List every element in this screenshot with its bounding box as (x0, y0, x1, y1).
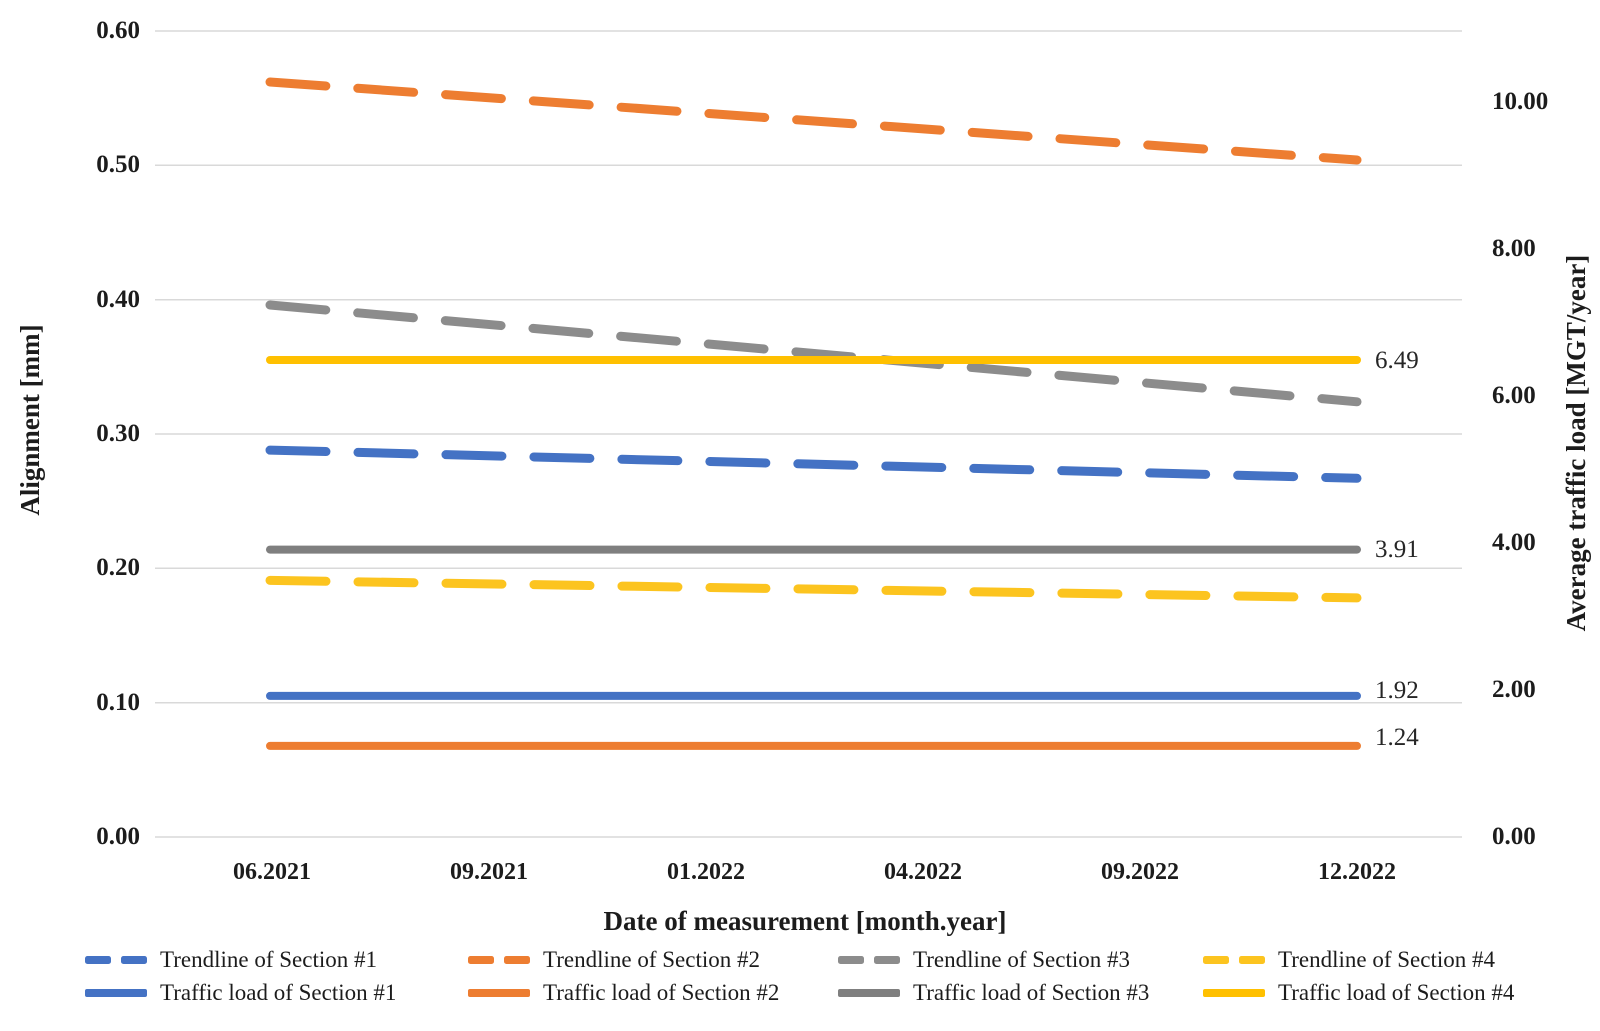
legend-item: Traffic load of Section #2 (468, 979, 779, 1007)
y-tick-label-left: 0.20 (96, 554, 140, 582)
series-lines (265, 77, 1362, 750)
legend-label: Trendline of Section #3 (913, 947, 1130, 972)
legend-solid-line-icon (1203, 989, 1265, 997)
y-tick-label-left: 0.50 (96, 151, 140, 179)
gridlines (155, 30, 1462, 838)
y-tick-label-left: 0.00 (96, 823, 140, 850)
legend-label: Traffic load of Section #1 (160, 980, 397, 1005)
y-tick-label-right: 6.00 (1492, 382, 1536, 409)
x-tick-label: 01.2022 (667, 859, 745, 885)
legend-item: Trendline of Section #4 (1203, 946, 1495, 974)
x-tick-label: 12.2022 (1318, 859, 1396, 885)
legend-item: Trendline of Section #1 (85, 946, 377, 974)
legend-label: Trendline of Section #1 (160, 947, 377, 972)
series-line-3 (265, 300, 1362, 407)
y-tick-label-left: 0.10 (96, 688, 140, 716)
series-line-1 (265, 445, 1362, 483)
legend-label: Traffic load of Section #3 (913, 980, 1150, 1005)
legend-item: Traffic load of Section #4 (1203, 979, 1514, 1007)
y-tick-label-left: 0.30 (96, 420, 140, 447)
y-tick-label-left: 0.40 (96, 285, 140, 313)
x-tick-label: 06.2021 (233, 859, 311, 885)
y-tick-label-right: 10.00 (1492, 88, 1549, 115)
legend-dashed-line-icon (468, 956, 530, 964)
x-axis-title: Date of measurement [month.year] (603, 906, 1007, 936)
y-tick-label-right: 4.00 (1492, 529, 1536, 556)
y-tick-label-left: 0.60 (96, 17, 140, 44)
series-line-2 (265, 77, 1362, 165)
legend-label: Traffic load of Section #2 (543, 980, 780, 1005)
series-value-label: 1.92 (1375, 676, 1419, 704)
legend-dashed-line-icon (85, 956, 147, 964)
legend-item: Traffic load of Section #3 (838, 979, 1149, 1007)
y-tick-label-right: 0.00 (1492, 823, 1536, 850)
legend-item: Traffic load of Section #1 (85, 979, 396, 1007)
y-tick-label-right: 2.00 (1492, 676, 1536, 703)
series-value-label: 6.49 (1375, 346, 1419, 374)
x-tick-label: 09.2021 (450, 859, 528, 885)
series-value-label: 1.24 (1375, 723, 1419, 751)
x-tick-label: 04.2022 (884, 859, 962, 885)
legend-label: Trendline of Section #4 (1278, 947, 1495, 972)
legend-label: Trendline of Section #2 (543, 947, 760, 972)
legend-dashed-line-icon (838, 956, 900, 964)
legend-item: Trendline of Section #3 (838, 946, 1130, 974)
legend-dashed-line-icon (1203, 956, 1265, 964)
legend-label: Traffic load of Section #4 (1278, 980, 1515, 1005)
x-tick-label: 09.2022 (1101, 859, 1179, 885)
series-value-label: 3.91 (1375, 535, 1419, 563)
legend-solid-line-icon (468, 989, 530, 997)
legend-solid-line-icon (85, 989, 147, 997)
legend-item: Trendline of Section #2 (468, 946, 760, 974)
series-line-4 (265, 575, 1362, 603)
legend-solid-line-icon (838, 989, 900, 997)
y-tick-label-right: 8.00 (1492, 235, 1536, 262)
right-axis-title: Average traffic load [MGT/year] (1561, 254, 1591, 632)
